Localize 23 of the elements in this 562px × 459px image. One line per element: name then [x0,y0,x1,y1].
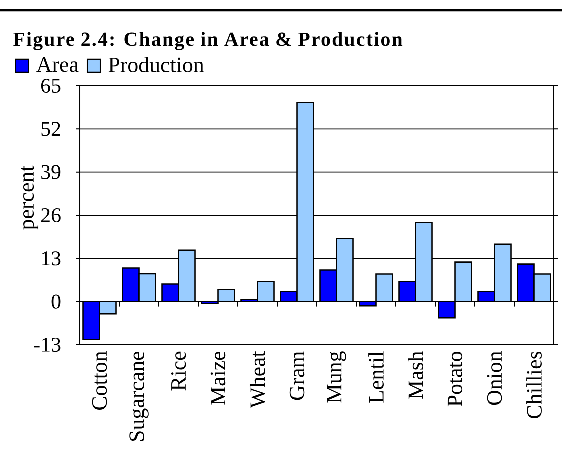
x-tick-label: Gram [290,352,305,400]
x-tick-label: Mung [327,352,346,403]
x-tick-label: Maize [210,352,226,406]
y-tick-label: 39 [42,165,61,180]
y-tick-label: 26 [41,208,61,223]
x-tick-label: Chillies [526,352,542,418]
y-tick-label: 0 [52,294,61,309]
x-tick-label: Potato [448,352,463,407]
legend-label: Area [36,57,79,72]
x-tick-label: Sugarcane [130,352,149,441]
chart-title: Figure 2.4: Change in Area & Production [14,32,403,50]
x-tick-label: Lentil [368,352,384,403]
y-axis-title: percent [21,166,39,230]
x-tick-label: Rice [171,352,186,391]
x-tick-label: Cotton [92,352,108,410]
x-tick-label: Mash [408,351,424,400]
y-tick-label: 52 [42,122,60,136]
x-tick-label: Wheat [250,351,266,408]
y-tick-label: -13 [34,338,61,352]
legend-label: Production [108,57,204,73]
y-tick-label: 13 [42,252,61,266]
y-tick-label: 65 [41,78,61,94]
x-tick-label: Onion [487,352,502,406]
